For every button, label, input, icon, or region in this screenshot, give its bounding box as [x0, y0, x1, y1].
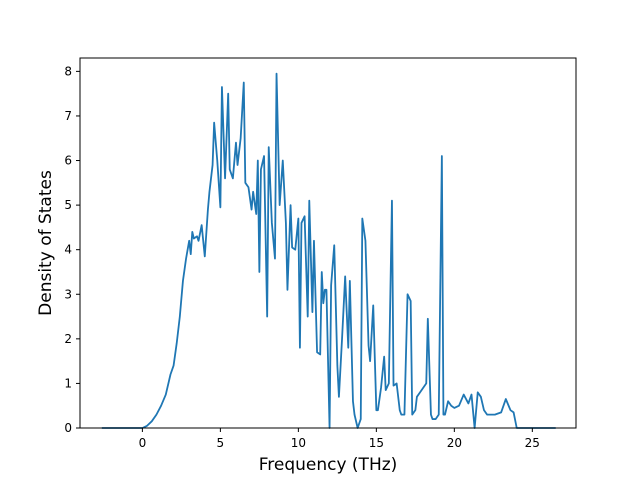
x-axis-ticks: 0 5 10 15 20 25 — [139, 428, 540, 450]
y-tick-label: 5 — [64, 198, 72, 212]
series-line-0 — [101, 72, 556, 429]
x-tick-label: 5 — [217, 436, 225, 450]
y-tick-label: 3 — [64, 287, 72, 301]
x-tick-label: 20 — [447, 436, 462, 450]
y-tick-label: 7 — [64, 109, 72, 123]
series-layer — [101, 72, 556, 429]
x-tick-label: 10 — [291, 436, 306, 450]
y-tick-label: 1 — [64, 376, 72, 390]
y-axis-ticks: 0 1 2 3 4 5 6 7 8 — [64, 64, 80, 435]
x-tick-label: 0 — [139, 436, 147, 450]
x-tick-label: 15 — [369, 436, 384, 450]
y-tick-label: 6 — [64, 154, 72, 168]
y-tick-label: 2 — [64, 332, 72, 346]
y-axis-title: Density of States — [36, 170, 56, 316]
x-tick-label: 25 — [525, 436, 540, 450]
y-tick-label: 4 — [64, 243, 72, 257]
x-axis-title: Frequency (THz) — [259, 455, 398, 475]
y-tick-label: 0 — [64, 421, 72, 435]
plot-frame — [79, 57, 577, 429]
y-tick-label: 8 — [64, 64, 72, 78]
